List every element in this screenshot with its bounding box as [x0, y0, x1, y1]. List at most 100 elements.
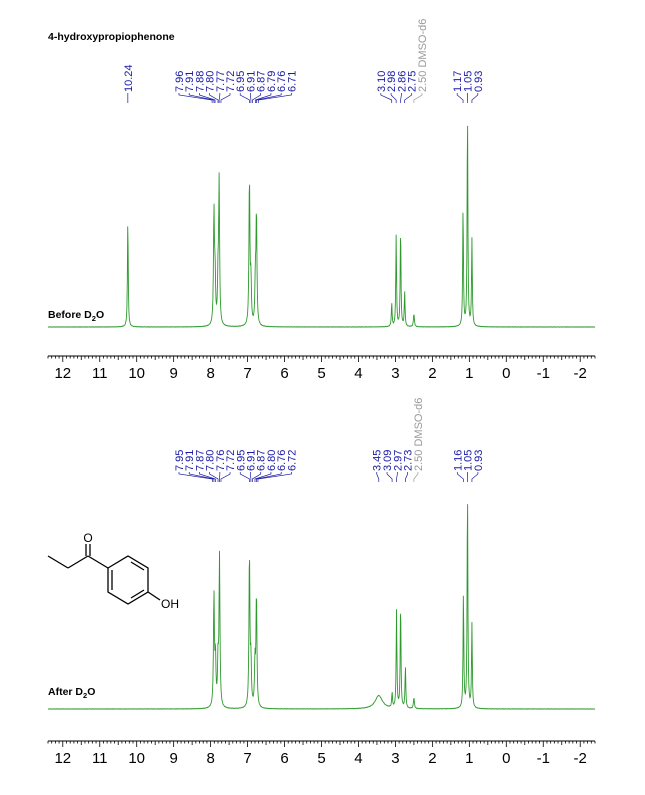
panel-label-after: After D2O	[48, 686, 95, 700]
spectrum-trace	[47, 504, 596, 710]
peak-label: 2.86	[396, 71, 408, 92]
peak-label-leader	[405, 472, 408, 482]
x-tick-label: 6	[280, 365, 288, 382]
peak-label: 1.05	[463, 450, 475, 471]
peak-label: 6.87	[256, 450, 268, 471]
x-tick-label: 1	[465, 365, 473, 382]
x-tick-label: 0	[502, 750, 510, 767]
compound-title: 4-hydroxypropiophenone	[48, 31, 175, 43]
peak-label-leader	[178, 93, 213, 103]
peak-label-leader	[386, 472, 393, 482]
peak-label: 6.76	[276, 450, 288, 471]
peak-label-leader	[413, 472, 419, 482]
x-tick-label: 11	[92, 365, 108, 382]
x-tick-label: -2	[574, 750, 587, 767]
x-tick-label: 12	[54, 750, 71, 767]
peak-label-leader	[239, 472, 250, 482]
peak-label-leader	[220, 472, 231, 482]
peak-label-leader	[188, 93, 215, 103]
ring-inner-bond-2	[130, 589, 145, 599]
peak-label-leader	[256, 93, 282, 103]
peak-label: 7.95	[174, 450, 186, 471]
peak-label-leader	[252, 93, 262, 103]
x-tick-label: 10	[128, 750, 145, 767]
peak-label-leader	[456, 472, 464, 482]
panel-label-before-suffix: O	[95, 309, 105, 321]
x-tick-label: 4	[354, 750, 362, 767]
spectrum-trace	[47, 125, 596, 328]
peak-label-leader	[254, 93, 272, 103]
x-tick-label: 12	[54, 365, 71, 382]
peak-label: 6.79	[266, 71, 278, 92]
panel-label-before: Before D2O	[48, 309, 104, 323]
x-tick-label: 2	[428, 750, 436, 767]
peak-label: 0.93	[473, 450, 485, 471]
x-tick-label: 6	[280, 750, 288, 767]
peak-label-leader	[376, 472, 380, 482]
peak-label: 2.75	[407, 71, 419, 92]
x-tick-label: 9	[169, 750, 177, 767]
x-tick-label: -2	[574, 365, 587, 382]
chemical-structure: O OH	[47, 531, 179, 611]
peak-label: 7.77	[215, 71, 227, 92]
peak-label-leader	[471, 93, 479, 103]
peak-label: 6.71	[287, 71, 299, 92]
peak-label: 7.80	[205, 450, 217, 471]
x-tick-label: 7	[243, 365, 251, 382]
x-tick-label: 9	[169, 365, 177, 382]
solvent-peak-label: 2.50 DMSO-d6	[417, 19, 429, 92]
peak-label-leader	[220, 93, 231, 103]
peak-label-leader	[218, 93, 221, 103]
peak-label: 6.87	[256, 71, 268, 92]
peak-label: 6.76	[276, 71, 288, 92]
x-tick-label: 3	[391, 365, 399, 382]
peak-label-leader	[256, 472, 282, 482]
peak-label: 10.24	[123, 64, 135, 92]
peak-label: 1.05	[462, 71, 474, 92]
bond-methyl-ch2	[47, 555, 69, 569]
peak-label-leader	[209, 472, 219, 482]
peak-label: 7.72	[225, 71, 237, 92]
oxygen-label: O	[83, 531, 92, 545]
peak-label-leader	[471, 472, 479, 482]
peak-label-leader	[400, 93, 402, 103]
spectrum-panel-before: 12 11 10 9 8 7 6 5 4 3 2 1 0 -1 -210.24 7.967.917.887.8…	[47, 19, 596, 382]
solvent-peak-label: 2.50 DMSO-d6	[413, 398, 425, 471]
x-tick-label: 11	[92, 750, 108, 767]
peak-label: 6.95	[235, 71, 247, 92]
peak-label-leader	[199, 472, 216, 482]
peak-label: 7.91	[184, 71, 196, 92]
peak-label: 7.96	[174, 71, 186, 92]
hydroxyl-label: OH	[161, 597, 179, 611]
peak-label: 6.95	[235, 450, 247, 471]
peak-label: 2.73	[403, 450, 415, 471]
peak-label-leader	[178, 472, 213, 482]
x-tick-label: 1	[465, 750, 473, 767]
peak-label-leader	[254, 472, 272, 482]
peak-label: 7.87	[194, 450, 206, 471]
peak-label: 1.16	[452, 450, 464, 471]
x-tick-label: 4	[354, 365, 362, 382]
peak-label: 2.97	[392, 450, 404, 471]
x-tick-label: 10	[128, 365, 145, 382]
peak-label-leader	[199, 93, 216, 103]
bond-ring-oh	[147, 591, 161, 601]
peak-label-leader	[404, 93, 413, 103]
bond-carbonyl-ring	[87, 555, 109, 569]
peak-label: 6.91	[245, 450, 257, 471]
peak-label: 3.10	[376, 71, 388, 92]
peak-label-leader	[209, 93, 219, 103]
peak-label: 7.91	[184, 450, 196, 471]
peak-label-leader	[188, 472, 215, 482]
x-tick-label: 7	[243, 750, 251, 767]
peak-label-leader	[413, 93, 423, 103]
benzene-ring	[107, 555, 149, 605]
panel-label-before-prefix: Before D	[48, 309, 92, 321]
peak-label-leader	[390, 93, 397, 103]
bond-ch2-carbonyl	[67, 555, 89, 569]
x-tick-label: 2	[428, 365, 436, 382]
x-tick-label: 8	[206, 750, 214, 767]
peak-label: 7.72	[225, 450, 237, 471]
peak-label-leader	[257, 472, 292, 482]
